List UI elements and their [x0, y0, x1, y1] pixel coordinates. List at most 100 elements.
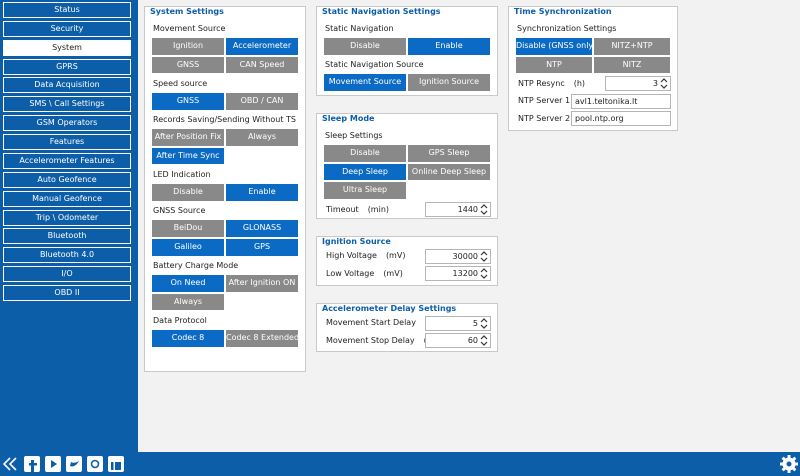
input-value: 3	[652, 79, 658, 89]
option-button[interactable]: Ignition	[151, 37, 225, 56]
group-label: Static Navigation	[325, 24, 394, 33]
option-button[interactable]: BeiDou	[151, 219, 225, 238]
panel-title: Accelerometer Delay Settings	[322, 304, 457, 313]
spin-arrows[interactable]	[480, 203, 488, 216]
option-button[interactable]: After Position Fix	[151, 128, 225, 147]
spin-arrows[interactable]	[480, 317, 488, 330]
group-label: Sleep Settings	[325, 131, 383, 140]
option-button[interactable]: Codec 8 Extended	[225, 329, 299, 348]
option-button[interactable]: Ignition Source	[407, 73, 491, 92]
nav-item[interactable]: System	[3, 39, 131, 56]
nav-item[interactable]: GSM Operators	[3, 115, 131, 132]
option-button[interactable]: Online Deep Sleep	[407, 162, 491, 182]
nav-item[interactable]: GPRS	[3, 58, 131, 75]
collapse-icon[interactable]	[2, 457, 17, 471]
nav-item[interactable]: Features	[3, 134, 131, 151]
panel-title: Sleep Mode	[322, 114, 375, 123]
option-button[interactable]: GNSS	[151, 91, 225, 111]
option-button[interactable]: Disable	[151, 183, 225, 202]
group-label: GNSS Source	[153, 206, 206, 216]
input-value: 1440	[457, 205, 478, 215]
spin-arrows[interactable]	[480, 267, 488, 280]
option-button[interactable]: Deep Sleep	[323, 162, 407, 182]
option-button[interactable]: Movement Source	[323, 73, 407, 92]
group-label: LED Indication	[153, 170, 211, 179]
option-button[interactable]: Enable	[407, 37, 491, 56]
option-button[interactable]: On Need	[151, 274, 225, 293]
nav-item[interactable]: Accelerometer Features	[3, 152, 131, 169]
field-label: Movement Stop Delay(s)	[326, 334, 434, 348]
text-input[interactable]: avl1.teltonika.lt	[571, 93, 671, 109]
spin-arrows[interactable]	[480, 334, 488, 347]
nav-item[interactable]: Bluetooth	[3, 228, 131, 245]
option-button[interactable]: Disable	[323, 37, 407, 56]
number-input[interactable]: 1440	[425, 202, 491, 218]
text-input[interactable]: pool.ntp.org	[571, 111, 671, 127]
option-button[interactable]: NTP	[515, 55, 593, 75]
option-button[interactable]: Enable	[225, 183, 299, 202]
option-button[interactable]: Always	[151, 292, 225, 312]
nav-item[interactable]: Trip \ Odometer	[3, 209, 131, 226]
option-button[interactable]: Ultra Sleep	[323, 181, 407, 201]
input-value: 60	[467, 336, 478, 345]
panel-title: Static Navigation Settings	[322, 7, 441, 16]
number-input[interactable]: 13200	[425, 266, 491, 281]
number-input[interactable]: 5	[425, 315, 491, 331]
group-label: Records Saving/Sending Without TS	[153, 115, 296, 125]
settings-panel: System Settings Movement Source Ignition Ac…	[144, 6, 306, 372]
nav-item[interactable]: Security	[3, 20, 131, 37]
option-button[interactable]: GLONASS	[225, 219, 299, 238]
settings-panel: Time Synchronization Synchronization Sett…	[508, 6, 678, 131]
option-button[interactable]: NITZ+NTP	[593, 37, 671, 56]
field-label: NTP Resync (h)	[518, 78, 586, 88]
option-button[interactable]: GPS Sleep	[407, 144, 491, 163]
option-button[interactable]: Disable	[323, 144, 407, 163]
option-button[interactable]: Codec 8	[151, 329, 225, 348]
option-button[interactable]: OBD / CAN	[225, 91, 299, 111]
nav-item[interactable]: I/O	[3, 266, 131, 283]
nav-item[interactable]: Bluetooth 4.0	[3, 247, 131, 264]
spin-arrows[interactable]	[480, 250, 488, 263]
nav-item[interactable]: SMS \ Call Settings	[3, 96, 131, 113]
group-label: Speed source	[153, 78, 208, 88]
number-input[interactable]: 60	[425, 333, 491, 348]
panel-title: Time Synchronization	[514, 7, 612, 16]
option-button[interactable]: Disable (GNSS only)	[515, 37, 593, 56]
number-input[interactable]: 30000	[425, 248, 491, 264]
settings-panel: Static Navigation Settings Static Navigat…	[316, 6, 498, 96]
group-label: Static Navigation Source	[325, 60, 424, 70]
option-button[interactable]: GPS	[225, 237, 299, 257]
instagram-icon[interactable]	[87, 456, 103, 472]
input-value: pool.ntp.org	[575, 114, 624, 124]
footer-bar	[0, 452, 800, 476]
number-input[interactable]: 3	[605, 76, 671, 92]
nav-item[interactable]: OBD II	[3, 285, 131, 302]
footer-icons	[2, 455, 798, 473]
option-button[interactable]: NITZ	[593, 55, 671, 75]
option-button[interactable]: After Ignition ON	[225, 274, 299, 293]
group-label: Synchronization Settings	[517, 24, 617, 33]
option-button[interactable]: Accelerometer	[225, 37, 299, 56]
option-button[interactable]: CAN Speed	[225, 55, 299, 75]
sidebar: Status Security System GPRS Data Acquisition…	[0, 0, 138, 452]
field-unit: (min)	[367, 204, 390, 214]
input-value: avl1.teltonika.lt	[575, 96, 638, 106]
field-label: Low Voltage (mV)	[326, 268, 403, 278]
spin-arrows[interactable]	[660, 77, 668, 90]
nav-item[interactable]: Auto Geofence	[3, 171, 131, 188]
field-unit: (mV)	[385, 251, 406, 260]
nav-item[interactable]: Status	[3, 2, 131, 18]
field-unit: (mV)	[383, 268, 403, 278]
option-button[interactable]: Galileo	[151, 237, 225, 257]
nav-item[interactable]: Data Acquisition	[3, 77, 131, 94]
group-label: Data Protocol	[153, 316, 207, 325]
settings-icon[interactable]	[780, 455, 798, 473]
nav-item[interactable]: Manual Geofence	[3, 190, 131, 207]
settings-panel: Accelerometer Delay Settings Movement Sta…	[316, 303, 498, 352]
option-button[interactable]: After Time Sync	[151, 146, 225, 166]
option-button[interactable]: GNSS	[151, 55, 225, 75]
option-button[interactable]: Always	[225, 128, 299, 147]
settings-panel: Ignition Source High Voltage (mV) 30000 Low …	[316, 236, 498, 286]
field-label: Timeout (min)	[326, 204, 390, 214]
